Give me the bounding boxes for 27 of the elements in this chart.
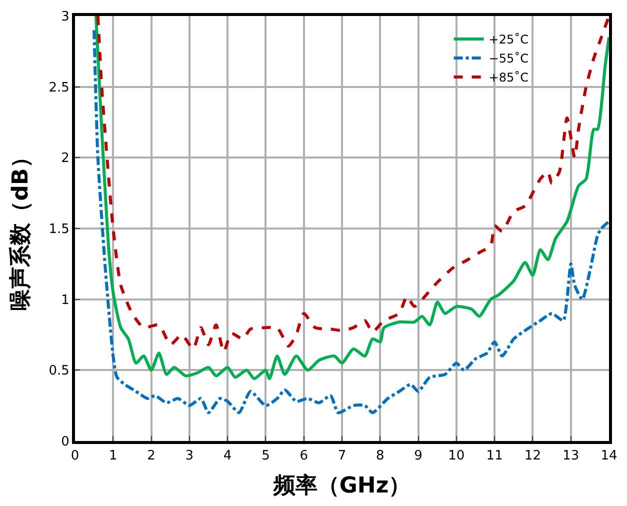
y-tick-label: 0 <box>61 434 70 450</box>
x-axis-title: 频率（GHz） <box>272 472 411 498</box>
y-tick-label: 1 <box>61 292 70 308</box>
x-tick-label: 6 <box>300 448 308 464</box>
x-tick-label: 7 <box>338 448 346 464</box>
x-tick-label: 9 <box>414 448 422 464</box>
y-tick-label: 3 <box>61 10 70 25</box>
y-tick-label: 1.5 <box>48 222 70 238</box>
x-tick-label: 0 <box>70 448 80 464</box>
x-tick-label: 1 <box>109 448 118 464</box>
y-tick-label: 2.5 <box>48 80 70 96</box>
x-tick-label: 12 <box>524 448 541 464</box>
y-tick-label: 2 <box>61 151 70 166</box>
x-tick-label: 14 <box>600 448 618 464</box>
x-tick-label: 3 <box>185 448 194 464</box>
y-tick-label: 0.5 <box>48 364 70 379</box>
x-tick-label: 5 <box>262 448 270 464</box>
y-axis-title: 噪声系数（dB） <box>8 146 34 311</box>
x-tick-label: 8 <box>376 448 384 464</box>
legend-label: +85˚C <box>488 70 529 85</box>
x-tick-label: 10 <box>448 448 465 464</box>
x-tick-label: 2 <box>147 448 156 464</box>
legend-label: +25˚C <box>488 32 529 47</box>
x-tick-label: 11 <box>486 448 503 464</box>
legend-label: −55˚C <box>488 52 529 66</box>
x-tick-label: 4 <box>223 448 232 464</box>
x-tick-label: 13 <box>562 448 580 464</box>
